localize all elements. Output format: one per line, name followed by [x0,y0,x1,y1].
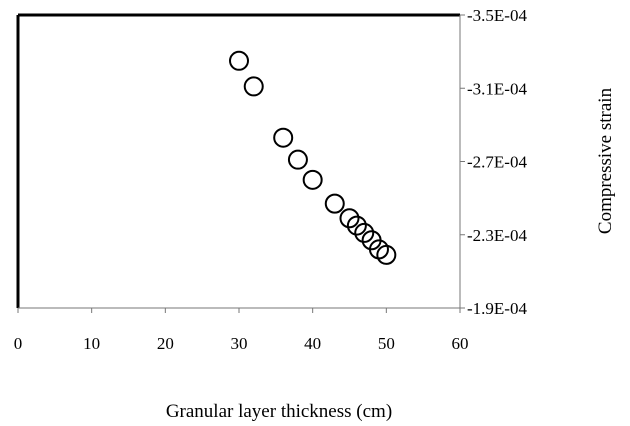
data-points [229,50,397,265]
data-point [339,208,360,229]
x-tick-label: 30 [231,334,248,353]
x-axis-title: Granular layer thickness (cm) [166,401,392,422]
data-point [346,215,367,236]
y-tick-label: -3.1E-04 [467,79,527,98]
data-point [376,244,397,265]
y-tick-label: -2.3E-04 [467,226,527,245]
y-axis-ticks: -3.5E-04 -3.1E-04 -2.7E-04 -2.3E-04 -1.9E-04 [460,6,527,318]
x-tick-label: 20 [157,334,174,353]
x-tick-label: 10 [83,334,100,353]
plot-frame [16,13,461,309]
y-tick-label: -3.5E-04 [467,6,527,25]
x-tick-label: 0 [14,334,23,353]
data-point [273,127,294,148]
data-point [287,149,308,170]
data-point [243,76,264,97]
x-tick-label: 60 [452,334,469,353]
y-axis-title: Compressive strain [595,87,616,234]
data-point [354,222,375,243]
x-axis-ticks: 0 10 20 30 40 50 60 [14,308,469,353]
y-tick-label: -2.7E-04 [467,153,527,172]
data-point [302,169,323,190]
y-tick-label: -1.9E-04 [467,299,527,318]
x-tick-label: 50 [378,334,395,353]
x-tick-label: 40 [304,334,321,353]
data-point [324,193,345,214]
data-point [229,50,249,71]
